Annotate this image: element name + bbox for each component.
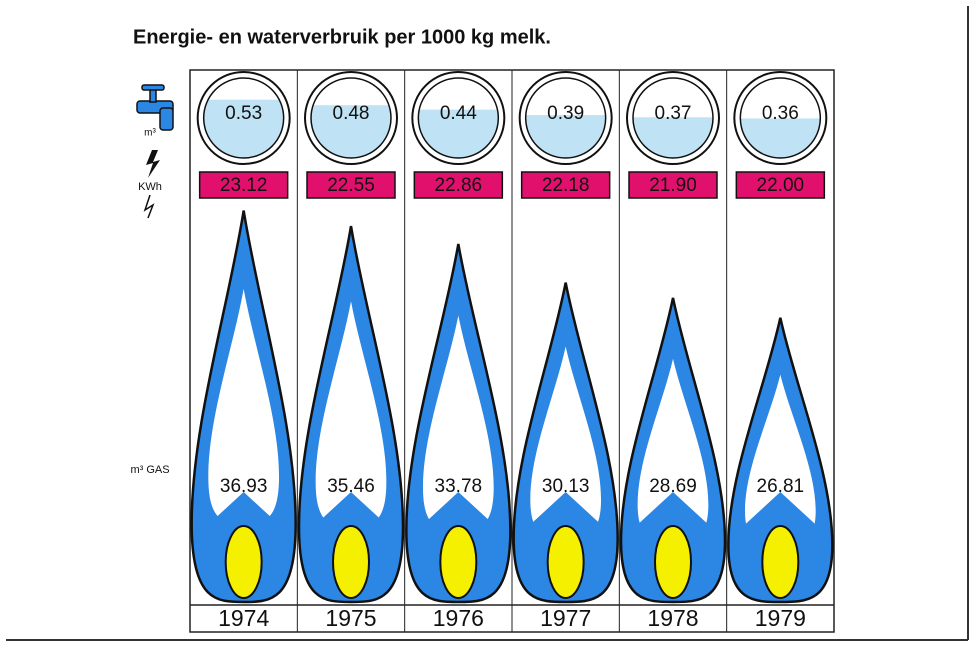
x-tick-label: 1975 — [325, 605, 376, 631]
water-value: 0.48 — [333, 103, 370, 124]
flame-core — [226, 526, 262, 598]
gas-value: 33.78 — [435, 476, 483, 497]
water-value: 0.37 — [655, 103, 692, 124]
chart: Energie- en waterverbruik per 1000 kg me… — [0, 0, 976, 647]
gas-value: 28.69 — [649, 476, 697, 497]
x-tick-label: 1979 — [755, 605, 806, 631]
x-tick-label: 1978 — [647, 605, 698, 631]
water-value: 0.53 — [225, 103, 262, 124]
kwh-value: 22.18 — [542, 175, 590, 196]
gas-label: m³ GAS — [130, 463, 170, 477]
x-tick-label: 1974 — [218, 605, 269, 631]
gas-value: 30.13 — [542, 476, 590, 497]
lightning-icon — [146, 150, 160, 178]
flame-core — [655, 526, 691, 598]
water-value: 0.36 — [762, 103, 799, 124]
kwh-value: 22.00 — [757, 175, 805, 196]
flame-core — [548, 526, 584, 598]
flame-core — [333, 526, 369, 598]
lightning-icon — [145, 195, 153, 218]
chart-title: Energie- en waterverbruik per 1000 kg me… — [133, 26, 551, 48]
x-tick-label: 1976 — [433, 605, 484, 631]
kwh-label: KWh — [138, 181, 162, 193]
gas-value: 26.81 — [757, 476, 805, 497]
water-value: 0.44 — [440, 103, 477, 124]
flame-core — [762, 526, 798, 598]
kwh-value: 21.90 — [649, 175, 697, 196]
kwh-value: 22.86 — [435, 175, 483, 196]
page: {"chart_data": {"type": "pictogram", "ti… — [0, 0, 976, 647]
flame-core — [440, 526, 476, 598]
kwh-value: 22.55 — [327, 175, 375, 196]
kwh-value: 23.12 — [220, 175, 268, 196]
gas-value: 35.46 — [327, 476, 375, 497]
water-value: 0.39 — [547, 103, 584, 124]
tap-icon — [137, 85, 173, 130]
water-label: m³ — [144, 128, 156, 139]
gas-value: 36.93 — [220, 476, 268, 497]
x-tick-label: 1977 — [540, 605, 591, 631]
